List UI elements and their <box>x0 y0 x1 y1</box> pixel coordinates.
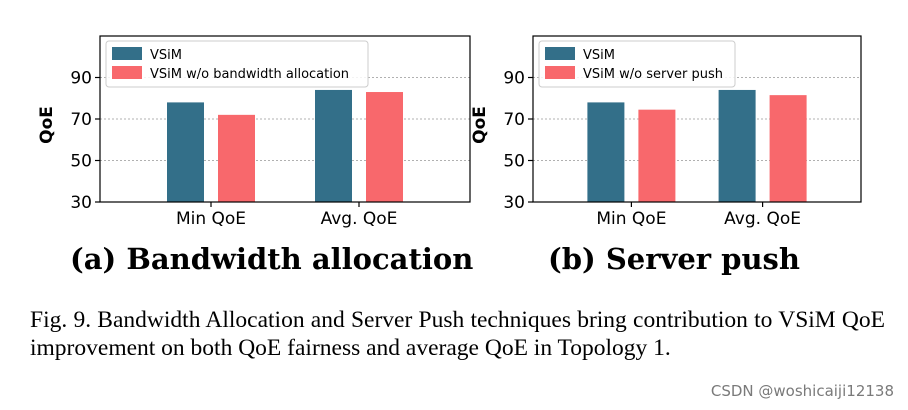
bar <box>638 109 676 202</box>
legend-swatch <box>112 47 142 60</box>
y-tick-label: 90 <box>70 69 92 89</box>
bar <box>718 89 756 202</box>
bar <box>587 102 625 202</box>
legend-label: VSiM <box>150 48 182 63</box>
subcaption-b: (b) Server push <box>548 242 800 276</box>
legend-swatch <box>545 47 575 60</box>
y-tick-label: 30 <box>503 193 525 213</box>
y-tick-label: 70 <box>70 110 92 130</box>
legend-label: VSiM w/o bandwidth allocation <box>150 67 349 82</box>
y-tick-label: 50 <box>503 152 525 172</box>
legend-box <box>538 40 736 88</box>
y-axis-label: QoE <box>37 106 57 144</box>
figure-caption: Fig. 9. Bandwidth Allocation and Server … <box>30 307 885 361</box>
chart-panel-b: Min QoE Avg. QoE 30 50 70 90 QoE VSiM VSiM w/o s… <box>470 35 862 229</box>
bar <box>769 95 807 202</box>
legend-swatch <box>545 66 575 79</box>
y-tick-label: 30 <box>70 193 92 213</box>
y-axis-label: QoE <box>470 106 490 144</box>
x-tick-label: Avg. QoE <box>321 209 398 229</box>
legend-label: VSiM w/o server push <box>583 67 723 82</box>
subcaption-a: (a) Bandwidth allocation <box>70 242 474 276</box>
chart-panel-a: Min QoE Avg. QoE 30 50 70 90 QoE VSiM VSiM w/o b… <box>37 35 471 229</box>
bar <box>315 89 352 202</box>
x-tick-label: Avg. QoE <box>724 209 801 229</box>
bar <box>167 102 204 202</box>
bar <box>366 92 403 202</box>
x-tick-label: Min QoE <box>596 209 666 229</box>
legend-label: VSiM <box>583 48 615 63</box>
figure-panels: Min QoE Avg. QoE 30 50 70 90 QoE VSiM VSiM w/o b… <box>37 35 862 229</box>
legend-box <box>105 40 369 88</box>
y-tick-label: 70 <box>503 110 525 130</box>
legend-swatch <box>112 66 142 79</box>
y-tick-label: 50 <box>70 152 92 172</box>
x-tick-label: Min QoE <box>176 209 246 229</box>
watermark: CSDN @woshicaiji12138 <box>710 382 894 400</box>
y-tick-label: 90 <box>503 69 525 89</box>
bar <box>218 114 255 202</box>
